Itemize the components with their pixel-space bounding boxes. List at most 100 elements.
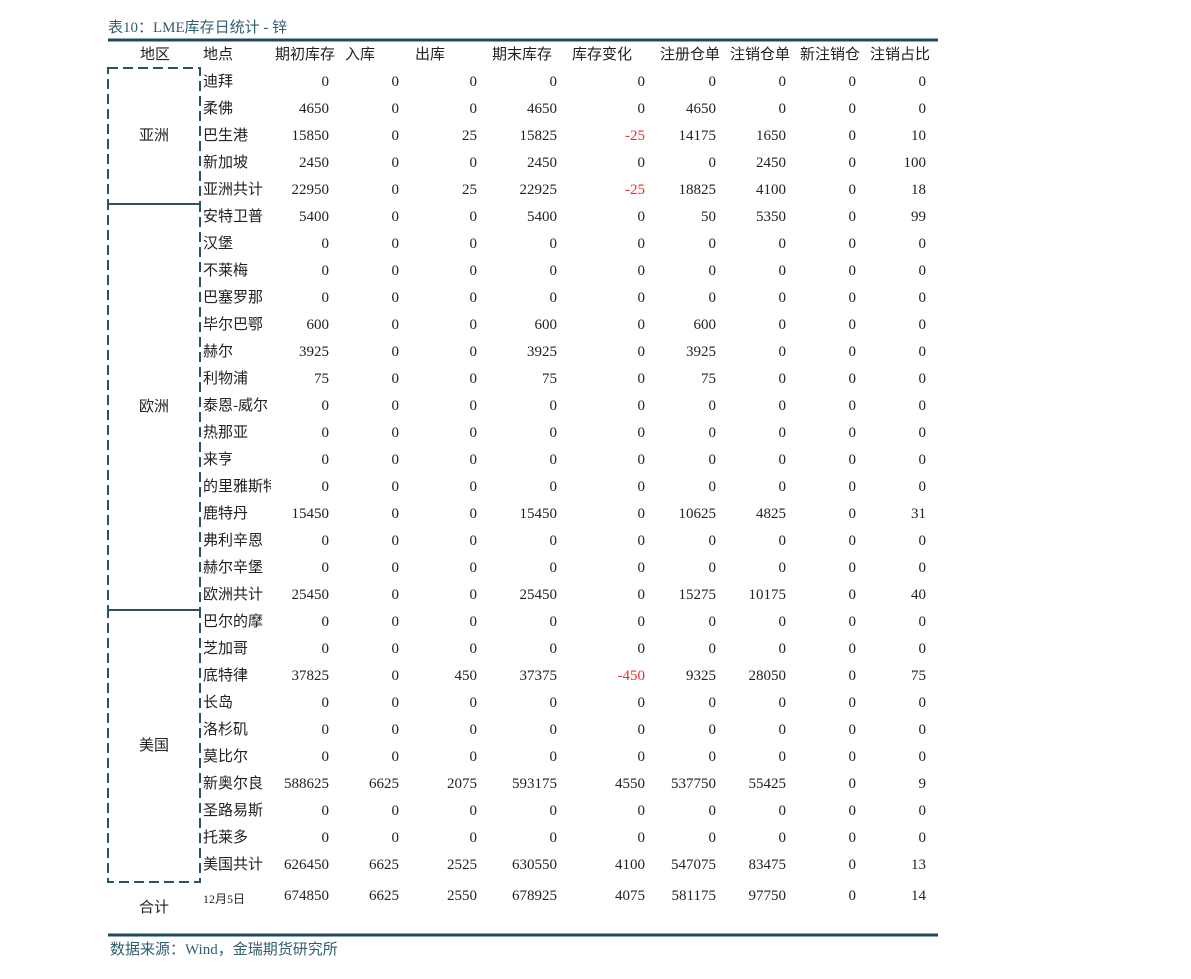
cell-value: 0 — [848, 128, 857, 144]
total-label: 合计 — [138, 900, 169, 916]
cell-value: 0 — [469, 479, 478, 495]
cell-value: 97750 — [748, 888, 787, 904]
cell-value: 0 — [848, 776, 857, 792]
cell-value: 0 — [391, 236, 400, 252]
cell-value: 0 — [848, 182, 857, 198]
cell-value: 0 — [848, 695, 857, 711]
location-cell: 汉堡 — [203, 236, 234, 252]
cell-value: 0 — [321, 236, 330, 252]
cell-value: 0 — [708, 479, 717, 495]
cell-value: 15825 — [519, 128, 558, 144]
cell-value: 0 — [918, 425, 927, 441]
cell-value: 0 — [549, 290, 558, 306]
cell-value: 0 — [469, 371, 478, 387]
cell-value: 0 — [391, 722, 400, 738]
cell-value: 0 — [391, 614, 400, 630]
cell-value: 0 — [778, 236, 787, 252]
cell-value: 0 — [637, 695, 646, 711]
cell-value: 537750 — [671, 776, 716, 792]
cell-value: 0 — [918, 560, 927, 576]
cell-value: 75 — [911, 668, 926, 684]
cell-value: 0 — [469, 236, 478, 252]
cell-value: 0 — [637, 641, 646, 657]
cell-value: 0 — [321, 749, 330, 765]
cell-value: 0 — [848, 587, 857, 603]
location-cell: 巴尔的摩 — [203, 614, 264, 630]
location-cell: 巴塞罗那 — [203, 290, 264, 306]
cell-value: 0 — [778, 722, 787, 738]
cell-value: 0 — [918, 101, 927, 117]
cell-value: 4100 — [615, 857, 645, 873]
cell-value: 83475 — [748, 857, 787, 873]
cell-value: 0 — [391, 452, 400, 468]
cell-value: 0 — [708, 398, 717, 414]
region-label: 美国 — [138, 738, 169, 754]
cell-value: 0 — [469, 587, 478, 603]
cell-value: 2075 — [447, 776, 477, 792]
cell-value: -450 — [617, 668, 646, 684]
location-cell: 迪拜 — [203, 74, 234, 90]
cell-value: 0 — [918, 695, 927, 711]
cell-value: 0 — [469, 290, 478, 306]
cell-value: 0 — [469, 74, 478, 90]
cell-value: 0 — [391, 317, 400, 333]
cell-value: 0 — [708, 452, 717, 468]
cell-value: 0 — [778, 398, 787, 414]
location-cell: 新加坡 — [203, 155, 249, 171]
cell-value: 0 — [321, 533, 330, 549]
cell-value: 0 — [848, 452, 857, 468]
cell-value: 75 — [314, 371, 329, 387]
cell-value: 0 — [708, 263, 717, 279]
cell-value: 0 — [918, 614, 927, 630]
cell-value: 0 — [848, 155, 857, 171]
cell-value: 581175 — [671, 888, 716, 904]
cell-value: 0 — [778, 479, 787, 495]
cell-value: 0 — [637, 344, 646, 360]
cell-value: 0 — [918, 263, 927, 279]
cell-value: 0 — [848, 506, 857, 522]
cell-value: 0 — [391, 749, 400, 765]
cell-value: 0 — [549, 749, 558, 765]
cell-value: 0 — [637, 371, 646, 387]
cell-value: 0 — [848, 371, 857, 387]
cell-value: 678925 — [512, 888, 557, 904]
cell-value: 0 — [637, 479, 646, 495]
location-cell: 利物浦 — [203, 371, 249, 387]
cell-value: 0 — [778, 614, 787, 630]
cell-value: 15450 — [519, 506, 558, 522]
cell-value: 0 — [391, 371, 400, 387]
location-cell: 巴生港 — [203, 128, 249, 144]
cell-value: 10 — [911, 128, 926, 144]
cell-value: 0 — [391, 155, 400, 171]
cell-value: 55425 — [748, 776, 787, 792]
cell-value: 0 — [321, 398, 330, 414]
cell-value: 0 — [549, 695, 558, 711]
cell-value: 0 — [321, 641, 330, 657]
cell-value: 0 — [549, 803, 558, 819]
cell-value: 630550 — [512, 857, 557, 873]
cell-value: 0 — [708, 749, 717, 765]
cell-value: 0 — [918, 452, 927, 468]
cell-value: 0 — [391, 479, 400, 495]
cell-value: 0 — [637, 74, 646, 90]
cell-value: 0 — [549, 425, 558, 441]
cell-value: 0 — [637, 587, 646, 603]
cell-value: 0 — [778, 830, 787, 846]
cell-value: 4550 — [615, 776, 645, 792]
cell-value: 0 — [778, 452, 787, 468]
cell-value: 0 — [391, 128, 400, 144]
cell-value: 0 — [708, 74, 717, 90]
cell-value: 37375 — [519, 668, 558, 684]
cell-value: 0 — [708, 155, 717, 171]
cell-value: 0 — [918, 749, 927, 765]
cell-value: 0 — [469, 560, 478, 576]
location-cell: 赫尔辛堡 — [203, 560, 264, 576]
column-header: 期初库存 — [275, 47, 336, 63]
cell-value: 0 — [778, 749, 787, 765]
cell-value: 0 — [848, 533, 857, 549]
cell-value: 0 — [848, 425, 857, 441]
cell-value: 0 — [549, 830, 558, 846]
cell-value: 31 — [911, 506, 926, 522]
cell-value: 15850 — [291, 128, 330, 144]
cell-value: 14175 — [678, 128, 717, 144]
